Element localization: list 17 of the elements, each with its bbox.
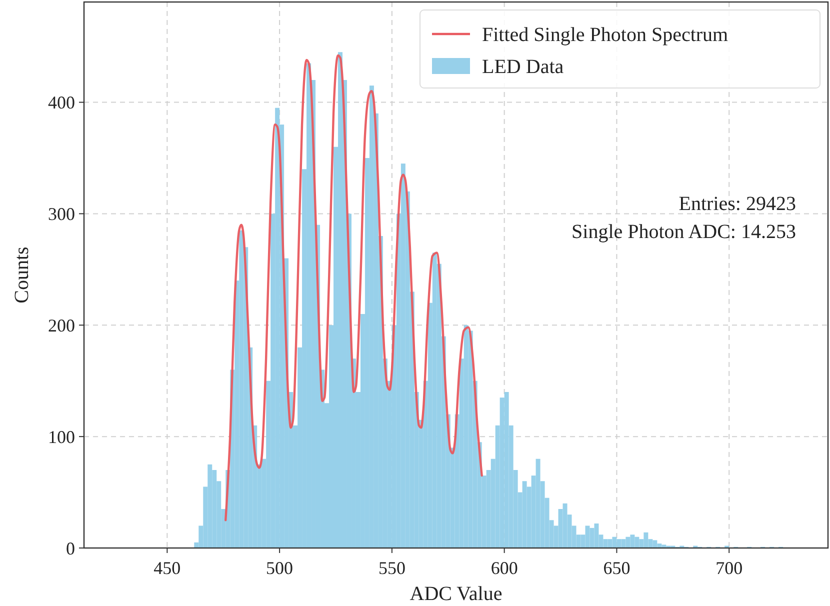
y-tick-label: 0: [66, 538, 75, 558]
x-tick-label: 500: [266, 558, 294, 578]
y-tick-label: 400: [48, 92, 75, 113]
x-tick-label: 450: [154, 558, 181, 578]
x-tick-label: 650: [603, 558, 630, 578]
x-tick-label: 700: [716, 558, 743, 578]
legend-label: LED Data: [482, 56, 564, 78]
y-tick-label: 300: [48, 204, 75, 224]
x-axis-title: ADC Value: [410, 583, 502, 605]
annotation: Entries: 29423: [678, 193, 796, 215]
y-tick-label: 100: [48, 426, 75, 447]
x-tick-label: 600: [490, 558, 518, 578]
annotation: Single Photon ADC: 14.253: [572, 221, 796, 243]
y-axis-title: Counts: [11, 246, 33, 304]
legend-label: Fitted Single Photon Spectrum: [482, 24, 729, 46]
y-tick-label: 200: [48, 315, 75, 336]
x-tick-label: 550: [378, 558, 406, 578]
